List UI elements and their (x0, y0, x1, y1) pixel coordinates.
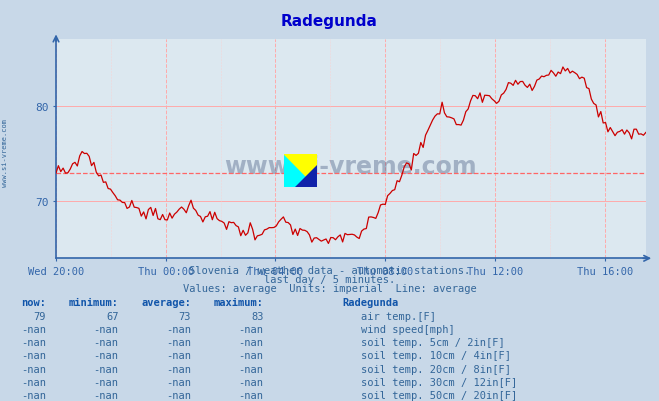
Text: -nan: -nan (239, 337, 264, 347)
Text: -nan: -nan (166, 324, 191, 334)
Text: 73: 73 (179, 311, 191, 321)
Text: 79: 79 (34, 311, 46, 321)
Text: -nan: -nan (239, 377, 264, 387)
Text: -nan: -nan (94, 377, 119, 387)
Text: soil temp. 10cm / 4in[F]: soil temp. 10cm / 4in[F] (361, 350, 511, 360)
Polygon shape (295, 166, 316, 187)
Text: -nan: -nan (239, 390, 264, 400)
Text: average:: average: (141, 298, 191, 308)
Text: -nan: -nan (239, 350, 264, 360)
Text: maximum:: maximum: (214, 298, 264, 308)
Text: -nan: -nan (166, 390, 191, 400)
Text: now:: now: (21, 298, 46, 308)
Text: www.si-vreme.com: www.si-vreme.com (225, 155, 477, 179)
Text: -nan: -nan (21, 350, 46, 360)
Text: air temp.[F]: air temp.[F] (361, 311, 436, 321)
Text: soil temp. 30cm / 12in[F]: soil temp. 30cm / 12in[F] (361, 377, 517, 387)
Text: 67: 67 (106, 311, 119, 321)
Text: -nan: -nan (166, 364, 191, 374)
Text: -nan: -nan (239, 364, 264, 374)
Text: last day / 5 minutes.: last day / 5 minutes. (264, 274, 395, 284)
Text: minimum:: minimum: (69, 298, 119, 308)
Text: -nan: -nan (21, 337, 46, 347)
Text: -nan: -nan (239, 324, 264, 334)
Text: -nan: -nan (21, 377, 46, 387)
Text: -nan: -nan (21, 390, 46, 400)
Text: -nan: -nan (94, 350, 119, 360)
Text: -nan: -nan (166, 337, 191, 347)
Text: -nan: -nan (21, 364, 46, 374)
Text: -nan: -nan (166, 377, 191, 387)
Text: -nan: -nan (94, 390, 119, 400)
Text: -nan: -nan (166, 350, 191, 360)
Text: 83: 83 (251, 311, 264, 321)
Text: soil temp. 50cm / 20in[F]: soil temp. 50cm / 20in[F] (361, 390, 517, 400)
Text: soil temp. 20cm / 8in[F]: soil temp. 20cm / 8in[F] (361, 364, 511, 374)
Text: wind speed[mph]: wind speed[mph] (361, 324, 455, 334)
Polygon shape (284, 154, 316, 187)
Text: -nan: -nan (94, 364, 119, 374)
Text: Values: average  Units: imperial  Line: average: Values: average Units: imperial Line: av… (183, 283, 476, 293)
Text: Radegunda: Radegunda (343, 298, 399, 308)
Text: -nan: -nan (94, 337, 119, 347)
Text: -nan: -nan (94, 324, 119, 334)
Text: Slovenia / weather data - automatic stations.: Slovenia / weather data - automatic stat… (189, 265, 470, 275)
Text: Radegunda: Radegunda (281, 14, 378, 29)
Polygon shape (284, 154, 316, 187)
Text: -nan: -nan (21, 324, 46, 334)
Text: soil temp. 5cm / 2in[F]: soil temp. 5cm / 2in[F] (361, 337, 505, 347)
Text: www.si-vreme.com: www.si-vreme.com (2, 118, 9, 186)
